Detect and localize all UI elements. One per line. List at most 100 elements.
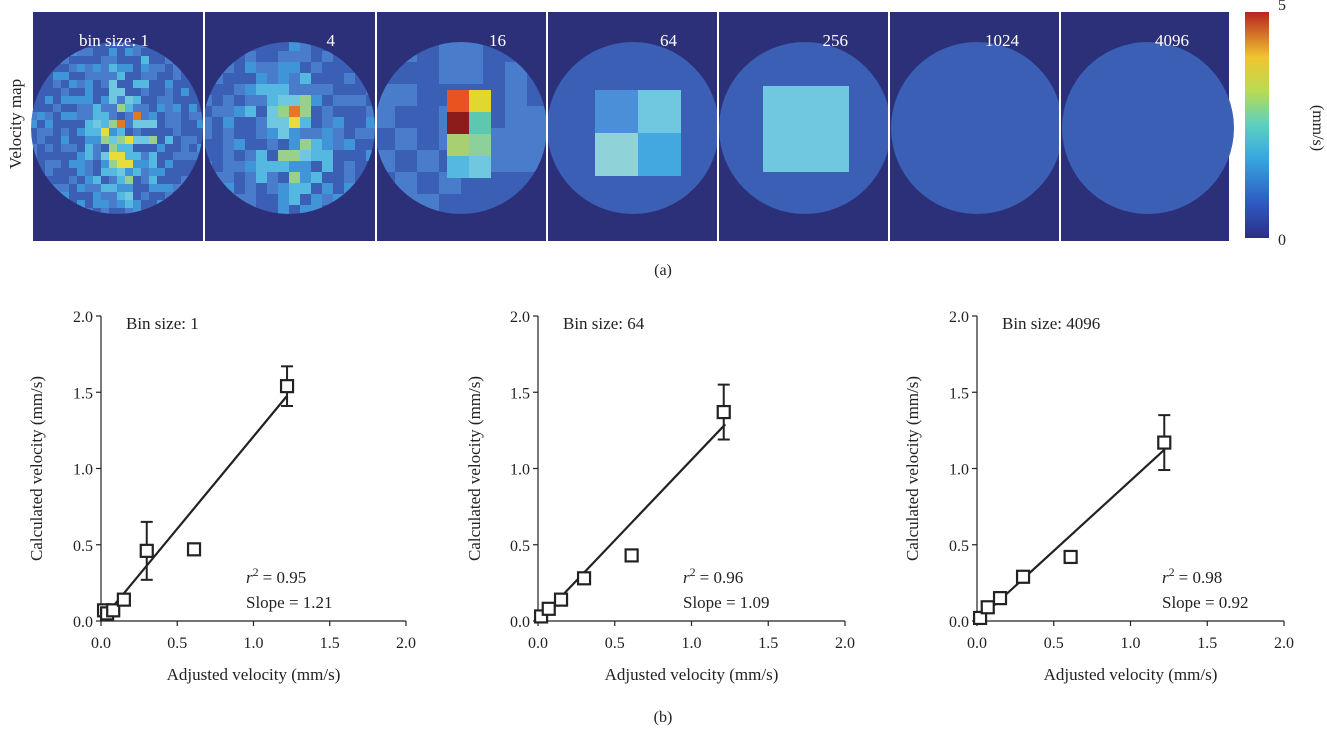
velocity-pixel xyxy=(125,120,133,128)
velocity-pixel xyxy=(61,88,69,96)
velocity-pixel xyxy=(267,161,278,172)
velocity-pixel xyxy=(289,51,300,62)
velocity-block xyxy=(638,133,681,176)
velocity-pixel xyxy=(45,144,53,152)
velocity-pixel xyxy=(189,152,197,160)
velocity-pixel xyxy=(245,106,256,117)
velocity-block xyxy=(1062,42,1234,214)
velocity-pixel xyxy=(101,144,109,152)
tile-label: 64 xyxy=(660,31,678,50)
x-axis-label: Adjusted velocity (mm/s) xyxy=(167,665,341,684)
velocity-pixel xyxy=(322,183,333,194)
velocity-pixel xyxy=(101,48,109,56)
velocity-pixel xyxy=(109,176,117,184)
velocity-pixel xyxy=(311,117,322,128)
velocity-pixel xyxy=(93,42,101,48)
velocity-pixel xyxy=(223,161,234,172)
velocity-pixel xyxy=(125,112,133,120)
velocity-pixel xyxy=(85,200,93,208)
velocity-pixel xyxy=(101,200,109,208)
r-superscript: 2 xyxy=(253,565,259,579)
velocity-pixel xyxy=(300,42,311,51)
data-point xyxy=(106,603,121,618)
velocity-block xyxy=(638,90,681,133)
velocity-pixel xyxy=(256,51,267,62)
velocity-pixel xyxy=(101,192,109,200)
velocity-pixel xyxy=(278,73,289,84)
velocity-pixel xyxy=(289,62,300,73)
velocity-pixel xyxy=(101,184,109,192)
velocity-pixel xyxy=(69,80,77,88)
y-tick-label: 1.0 xyxy=(949,462,969,479)
velocity-pixel xyxy=(417,172,439,194)
velocity-pixel xyxy=(141,184,149,192)
velocity-pixel xyxy=(69,120,77,128)
velocity-pixel xyxy=(85,136,93,144)
velocity-pixel xyxy=(189,88,197,96)
velocity-pixel xyxy=(109,184,117,192)
velocity-pixel xyxy=(267,42,278,51)
velocity-pixel xyxy=(31,120,37,128)
velocity-pixel xyxy=(101,160,109,168)
velocity-pixel xyxy=(149,168,157,176)
velocity-pixel xyxy=(53,104,61,112)
velocity-block xyxy=(595,90,638,133)
velocity-pixel xyxy=(133,208,141,214)
velocity-pixel xyxy=(278,172,289,183)
velocity-pixel xyxy=(77,192,85,200)
velocity-pixel xyxy=(61,144,69,152)
r-symbol: r xyxy=(683,568,690,587)
velocity-pixel xyxy=(212,128,223,139)
r-squared-value: = 0.96 xyxy=(700,568,744,587)
velocity-pixel xyxy=(311,183,322,194)
velocity-pixel xyxy=(149,72,157,80)
velocity-pixel xyxy=(165,136,173,144)
velocity-pixel xyxy=(101,104,109,112)
velocity-pixel xyxy=(117,152,125,160)
x-tick-label: 2.0 xyxy=(835,635,855,652)
velocity-pixel xyxy=(109,42,117,48)
velocity-pixel xyxy=(45,80,53,88)
velocity-pixel xyxy=(245,95,256,106)
x-tick-label: 1.5 xyxy=(758,635,778,652)
velocity-pixel xyxy=(109,192,117,200)
velocity-pixel xyxy=(212,95,223,106)
y-axis-label: Calculated velocity (mm/s) xyxy=(27,376,46,561)
velocity-block xyxy=(891,42,1063,214)
scatter-plots: 0.0 0.5 1.0 1.5 2.0 0.0 0.5 1.0 1.5 2.0 Adjusted v… xyxy=(27,309,1294,684)
velocity-pixel xyxy=(173,176,181,184)
velocity-pixel xyxy=(245,161,256,172)
velocity-pixel xyxy=(256,117,267,128)
velocity-pixel xyxy=(165,72,173,80)
velocity-pixel xyxy=(322,95,333,106)
velocity-pixel xyxy=(223,62,234,73)
velocity-pixel xyxy=(447,156,469,178)
velocity-pixel xyxy=(117,104,125,112)
y-tick-label: 1.5 xyxy=(73,385,93,402)
velocity-pixel xyxy=(157,136,165,144)
velocity-pixel xyxy=(157,184,165,192)
velocity-pixel xyxy=(267,172,278,183)
velocity-pixel xyxy=(447,134,469,156)
velocity-pixel xyxy=(157,96,165,104)
velocity-pixel xyxy=(165,184,173,192)
velocity-pixel xyxy=(197,112,203,120)
velocity-pixel xyxy=(45,176,53,184)
velocity-pixel xyxy=(344,150,355,161)
velocity-pixel xyxy=(117,112,125,120)
velocity-map-tile: 4 xyxy=(203,12,375,241)
velocity-pixel xyxy=(93,128,101,136)
r-squared-value: = 0.95 xyxy=(263,568,307,587)
velocity-pixel xyxy=(165,128,173,136)
velocity-pixel xyxy=(157,112,165,120)
figure-label-a: (a) xyxy=(654,262,672,279)
velocity-pixel xyxy=(289,205,300,214)
velocity-pixel xyxy=(181,72,189,80)
data-point xyxy=(972,610,988,626)
velocity-pixel xyxy=(245,51,256,62)
velocity-pixel xyxy=(141,88,149,96)
x-tick-label: 1.0 xyxy=(682,635,702,652)
velocity-pixel xyxy=(469,90,491,112)
velocity-pixel xyxy=(93,200,101,208)
colorbar-max-label: 5 xyxy=(1278,0,1286,14)
